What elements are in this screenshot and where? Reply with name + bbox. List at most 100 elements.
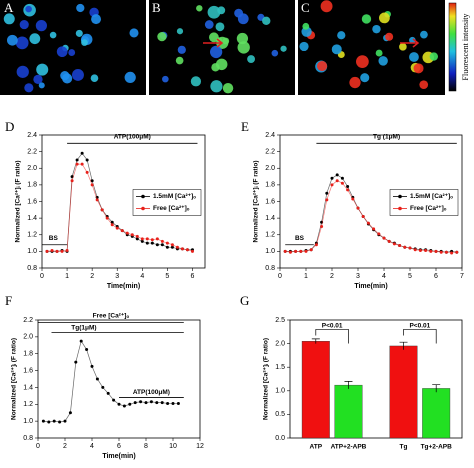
data-point xyxy=(403,245,407,249)
y-tick-label: 1.2 xyxy=(27,232,37,239)
bar xyxy=(334,384,363,439)
cell xyxy=(81,39,88,46)
data-point xyxy=(135,234,139,238)
data-point xyxy=(90,364,94,368)
cell xyxy=(331,44,342,55)
cell xyxy=(49,31,57,39)
data-point xyxy=(112,398,116,402)
cell xyxy=(3,13,15,25)
cell xyxy=(385,32,394,41)
x-tick-label: 4 xyxy=(140,273,144,280)
data-point xyxy=(155,243,159,247)
annotation: Free [Ca²⁺]ₒ xyxy=(93,313,130,320)
x-tick-label: 12 xyxy=(196,443,204,450)
cell xyxy=(271,49,279,57)
data-point xyxy=(101,385,105,389)
cell xyxy=(280,45,287,52)
cell xyxy=(124,71,136,84)
x-tick-label: 4 xyxy=(90,443,94,450)
x-axis-label: Time(min) xyxy=(107,283,140,290)
significance-bracket xyxy=(403,329,437,344)
data-point xyxy=(398,244,402,248)
data-point xyxy=(392,242,396,246)
y-axis-label: Normalized [Ca²⁺]ᵢ (F ratio) xyxy=(253,161,260,243)
x-tick-label: ATP+2-APB xyxy=(331,444,367,451)
data-point xyxy=(190,249,194,253)
data-point xyxy=(85,348,89,351)
cell xyxy=(177,45,186,54)
data-point xyxy=(288,250,292,254)
legend-box xyxy=(132,189,202,216)
cell xyxy=(68,49,76,56)
panel-label: F xyxy=(5,293,12,308)
data-point xyxy=(335,173,339,177)
cell xyxy=(176,28,184,35)
x-tick-label: 1 xyxy=(65,273,69,280)
y-tick-label: 0.8 xyxy=(265,265,275,272)
data-point xyxy=(283,249,287,253)
data-point xyxy=(314,243,318,247)
cell xyxy=(420,30,428,39)
cell xyxy=(190,76,202,87)
cell xyxy=(299,41,309,52)
significance-bracket xyxy=(315,329,349,344)
panel-label: C xyxy=(301,0,310,15)
cell xyxy=(157,31,167,42)
cell xyxy=(215,22,225,32)
data-point xyxy=(95,377,99,381)
data-point xyxy=(149,400,153,404)
data-point xyxy=(346,188,350,192)
data-point xyxy=(455,250,459,254)
data-point xyxy=(75,162,79,166)
cell xyxy=(15,36,29,50)
cell xyxy=(210,80,223,93)
data-point xyxy=(424,249,428,253)
data-point xyxy=(117,402,121,406)
panel-label: G xyxy=(240,293,249,308)
data-point xyxy=(450,251,454,255)
data-point xyxy=(171,401,175,405)
y-tick-label: 2.0 xyxy=(275,340,285,347)
y-tick-label: 1.6 xyxy=(23,367,33,374)
data-point xyxy=(429,249,433,253)
x-tick-label: 6 xyxy=(434,273,438,280)
data-point xyxy=(47,420,51,424)
data-point xyxy=(140,239,144,243)
data-point xyxy=(130,233,134,237)
legend-marker xyxy=(398,194,402,199)
x-tick-label: 4 xyxy=(382,273,386,280)
y-tick-label: 0.0 xyxy=(275,435,285,442)
y-tick-label: 2.2 xyxy=(27,148,37,155)
cell xyxy=(399,43,407,51)
data-point xyxy=(128,402,132,406)
plot-frame xyxy=(289,319,463,439)
data-point xyxy=(408,246,412,250)
cell xyxy=(38,82,45,89)
x-tick-label: 2 xyxy=(330,273,334,280)
x-tick-label: 5 xyxy=(165,273,169,280)
data-point xyxy=(185,248,189,252)
x-tick-label: 1 xyxy=(304,273,308,280)
panel-label: E xyxy=(241,119,249,134)
cell xyxy=(349,76,361,89)
data-point xyxy=(79,339,83,343)
y-tick-label: 1.0 xyxy=(265,248,275,255)
y-tick-label: 1.0 xyxy=(23,418,33,425)
data-point xyxy=(351,197,355,201)
data-point xyxy=(160,243,164,247)
data-point xyxy=(377,232,381,236)
y-tick-label: 1.0 xyxy=(275,388,285,395)
data-point xyxy=(155,401,159,405)
y-tick-label: 2.0 xyxy=(265,165,275,172)
y-tick-label: 1.4 xyxy=(23,384,33,391)
x-axis-label: Time(min) xyxy=(102,453,135,460)
data-point xyxy=(387,239,391,243)
y-tick-label: 2.4 xyxy=(265,132,275,139)
bar xyxy=(422,388,451,439)
data-point xyxy=(110,220,114,224)
cell xyxy=(29,33,41,45)
series-line xyxy=(285,174,457,253)
data-point xyxy=(125,231,129,235)
data-point xyxy=(90,179,94,183)
